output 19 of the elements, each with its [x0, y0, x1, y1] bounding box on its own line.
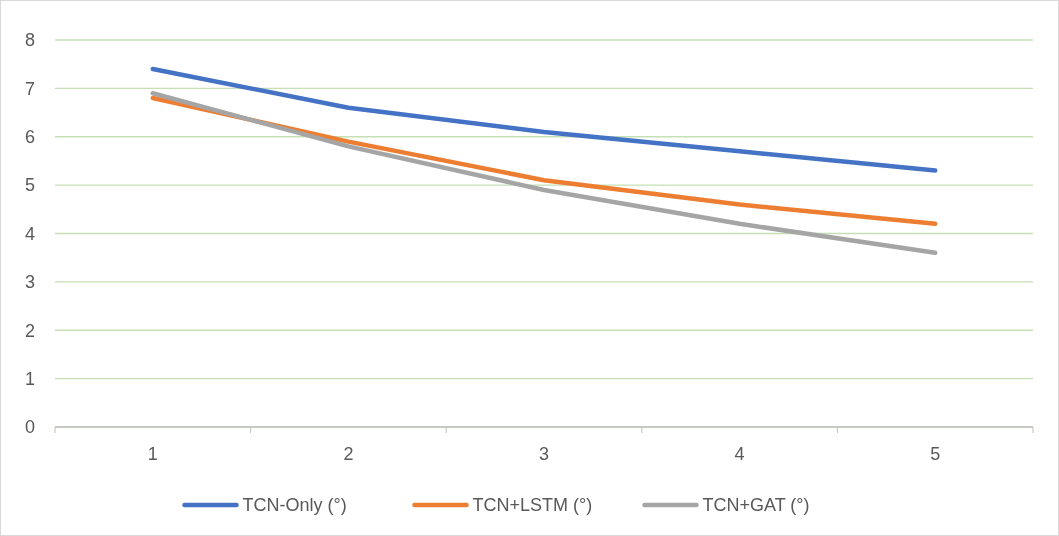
y-tick-label: 5 — [24, 175, 35, 196]
line-series — [150, 90, 938, 256]
y-tick-label: 0 — [24, 417, 35, 438]
y-tick-label: 6 — [24, 127, 35, 148]
y-tick-label: 4 — [24, 223, 35, 244]
x-tick-label: 2 — [343, 444, 354, 464]
y-tick-label: 8 — [24, 30, 35, 51]
legend-label: TCN+GAT (°) — [702, 495, 810, 516]
x-tick-label: 1 — [147, 444, 158, 464]
legend-label: TCN+LSTM (°) — [472, 495, 593, 516]
legend-label: TCN-Only (°) — [242, 495, 347, 516]
y-tick-label: 7 — [24, 78, 35, 99]
line-series — [150, 66, 938, 173]
x-tick-label: 5 — [930, 444, 941, 464]
y-tick-label: 2 — [24, 320, 35, 341]
x-tick-label: 4 — [734, 444, 745, 464]
x-tick-label: 3 — [538, 444, 550, 464]
y-tick-label: 1 — [24, 368, 35, 389]
y-tick-label: 3 — [24, 272, 35, 293]
